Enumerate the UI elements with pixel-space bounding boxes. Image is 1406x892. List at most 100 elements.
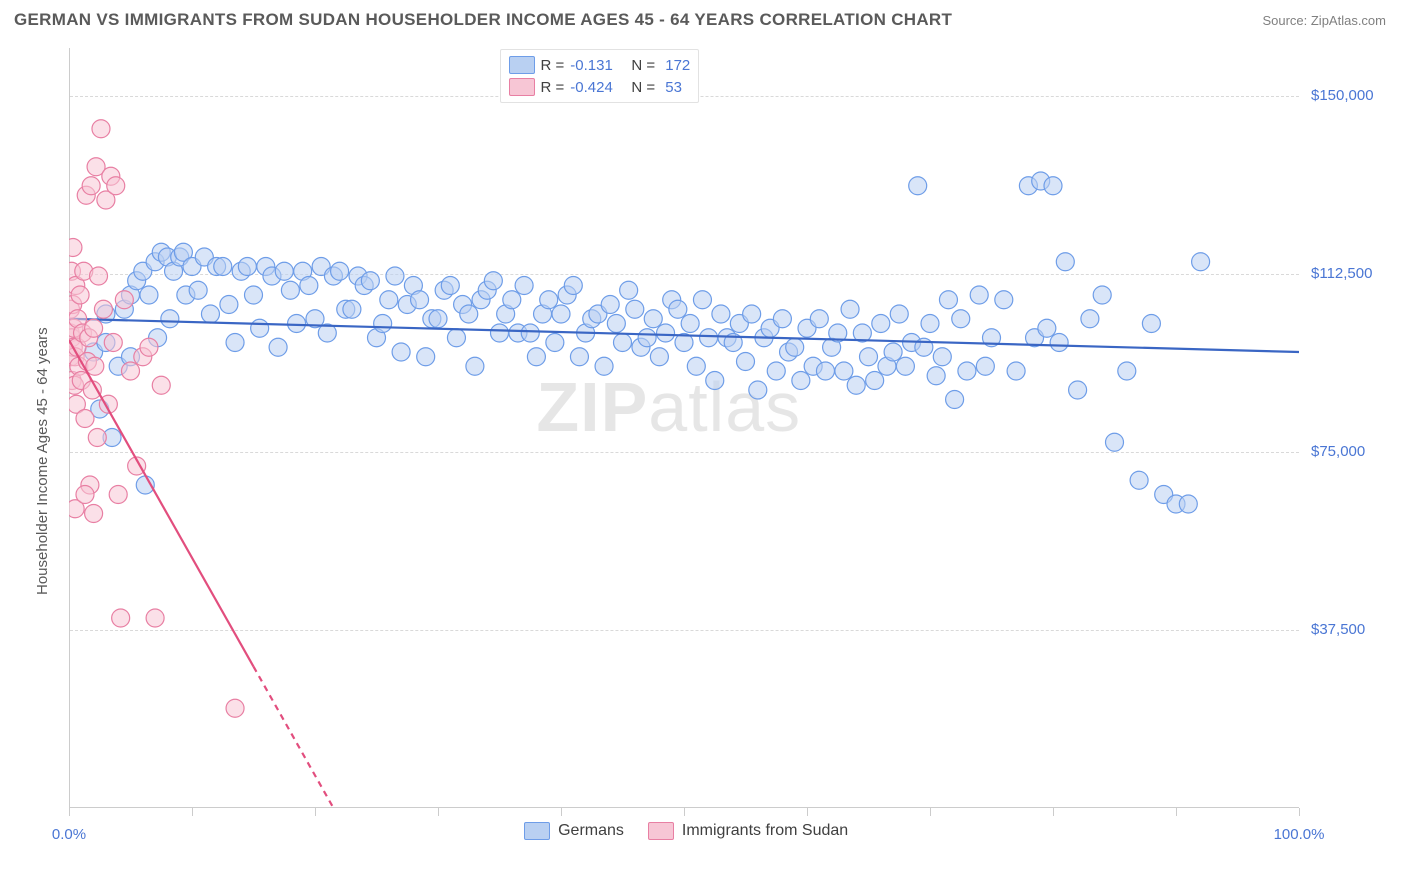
data-point bbox=[927, 367, 945, 385]
data-point bbox=[122, 362, 140, 380]
data-point bbox=[92, 120, 110, 138]
data-point bbox=[521, 324, 539, 342]
data-point bbox=[1179, 495, 1197, 513]
data-point bbox=[226, 699, 244, 717]
data-point bbox=[281, 281, 299, 299]
data-point bbox=[104, 334, 122, 352]
data-point bbox=[251, 319, 269, 337]
data-point bbox=[1050, 334, 1068, 352]
data-point bbox=[749, 381, 767, 399]
data-point bbox=[552, 305, 570, 323]
data-point bbox=[491, 324, 509, 342]
data-point bbox=[71, 286, 89, 304]
legend-swatch bbox=[509, 78, 535, 96]
data-point bbox=[484, 272, 502, 290]
r-label: R = bbox=[541, 57, 565, 74]
plot-svg bbox=[14, 36, 1392, 866]
data-point bbox=[238, 258, 256, 276]
data-point bbox=[245, 286, 263, 304]
data-point bbox=[693, 291, 711, 309]
data-point bbox=[140, 286, 158, 304]
data-point bbox=[1192, 253, 1210, 271]
chart-title: GERMAN VS IMMIGRANTS FROM SUDAN HOUSEHOL… bbox=[14, 10, 952, 30]
data-point bbox=[810, 310, 828, 328]
data-point bbox=[786, 338, 804, 356]
data-point bbox=[386, 267, 404, 285]
data-point bbox=[361, 272, 379, 290]
data-point bbox=[515, 277, 533, 295]
legend-swatch bbox=[509, 56, 535, 74]
data-point bbox=[417, 348, 435, 366]
data-point bbox=[331, 262, 349, 280]
data-point bbox=[595, 357, 613, 375]
data-point bbox=[112, 609, 130, 627]
data-point bbox=[411, 291, 429, 309]
data-point bbox=[816, 362, 834, 380]
data-point bbox=[792, 372, 810, 390]
data-point bbox=[1118, 362, 1136, 380]
data-point bbox=[161, 310, 179, 328]
data-point bbox=[933, 348, 951, 366]
data-point bbox=[743, 305, 761, 323]
data-point bbox=[460, 305, 478, 323]
n-value: 172 bbox=[665, 57, 690, 74]
data-point bbox=[109, 486, 127, 504]
data-point bbox=[614, 334, 632, 352]
data-point bbox=[540, 291, 558, 309]
data-point bbox=[835, 362, 853, 380]
n-label: N = bbox=[619, 79, 659, 96]
data-point bbox=[958, 362, 976, 380]
data-point bbox=[681, 315, 699, 333]
data-point bbox=[88, 429, 106, 447]
data-point bbox=[288, 315, 306, 333]
data-point bbox=[1007, 362, 1025, 380]
data-point bbox=[767, 362, 785, 380]
data-point bbox=[64, 239, 82, 257]
data-point bbox=[140, 338, 158, 356]
data-point bbox=[601, 296, 619, 314]
data-point bbox=[115, 291, 133, 309]
data-point bbox=[214, 258, 232, 276]
data-point bbox=[1142, 315, 1160, 333]
legend-swatch bbox=[648, 822, 674, 840]
data-point bbox=[687, 357, 705, 375]
data-point bbox=[1056, 253, 1074, 271]
data-point bbox=[650, 348, 668, 366]
data-point bbox=[1069, 381, 1087, 399]
data-point bbox=[226, 334, 244, 352]
data-point bbox=[669, 300, 687, 318]
data-point bbox=[447, 329, 465, 347]
data-point bbox=[773, 310, 791, 328]
data-point bbox=[896, 357, 914, 375]
data-point bbox=[946, 391, 964, 409]
series-legend: Germans Immigrants from Sudan bbox=[524, 822, 848, 840]
data-point bbox=[90, 267, 108, 285]
data-point bbox=[872, 315, 890, 333]
data-point bbox=[706, 372, 724, 390]
data-point bbox=[884, 343, 902, 361]
data-point bbox=[146, 609, 164, 627]
data-point bbox=[429, 310, 447, 328]
r-value: -0.131 bbox=[570, 57, 613, 74]
legend-label: Germans bbox=[558, 822, 624, 840]
n-label: N = bbox=[619, 57, 659, 74]
legend-label: Immigrants from Sudan bbox=[682, 822, 848, 840]
n-value: 53 bbox=[665, 79, 682, 96]
correlation-legend: R = -0.131 N = 172 R = -0.424 N = 53 bbox=[500, 49, 700, 103]
data-point bbox=[374, 315, 392, 333]
data-point bbox=[220, 296, 238, 314]
data-point bbox=[841, 300, 859, 318]
data-point bbox=[626, 300, 644, 318]
data-point bbox=[269, 338, 287, 356]
source-link[interactable]: ZipAtlas.com bbox=[1311, 13, 1386, 28]
data-point bbox=[1038, 319, 1056, 337]
data-point bbox=[1106, 433, 1124, 451]
trend-line-dashed bbox=[254, 667, 334, 808]
source-credit: Source: ZipAtlas.com bbox=[1262, 13, 1386, 28]
data-point bbox=[441, 277, 459, 295]
data-point bbox=[847, 376, 865, 394]
data-point bbox=[866, 372, 884, 390]
data-point bbox=[527, 348, 545, 366]
data-point bbox=[380, 291, 398, 309]
data-point bbox=[85, 505, 103, 523]
